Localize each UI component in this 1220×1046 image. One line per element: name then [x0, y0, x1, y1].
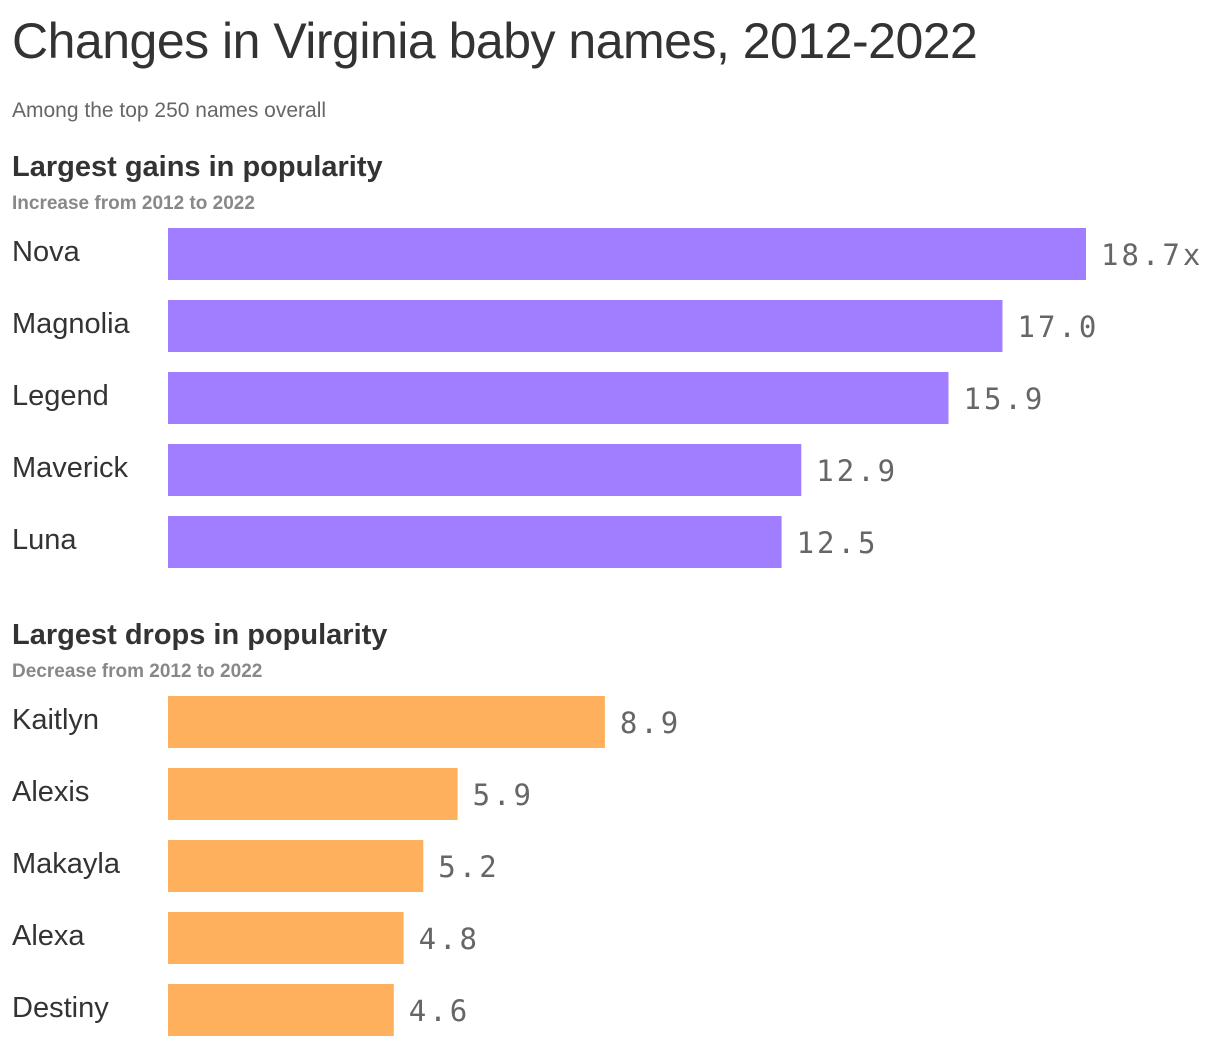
drops-category-label: Alexa: [12, 920, 85, 952]
gains-value-label: 18.7x: [1101, 238, 1203, 272]
gains-value-label: 15.9: [964, 382, 1046, 416]
drops-category-label: Alexis: [12, 776, 89, 808]
drops-category-label: Destiny: [12, 992, 109, 1024]
gains-bar: [168, 444, 802, 496]
gains-section-subtitle: Increase from 2012 to 2022: [12, 193, 255, 214]
gains-category-label: Legend: [12, 380, 109, 412]
gains-category-label: Nova: [12, 236, 81, 268]
gains-category-label: Magnolia: [12, 308, 131, 340]
drops-category-label: Kaitlyn: [12, 704, 99, 736]
gains-category-label: Maverick: [12, 452, 129, 484]
drops-bar: [168, 768, 458, 820]
drops-bar: [168, 912, 404, 964]
drops-value-label: 5.2: [438, 850, 499, 884]
gains-section-title: Largest gains in popularity: [12, 151, 383, 183]
drops-bar: [168, 696, 605, 748]
drops-bar: [168, 840, 424, 892]
drops-section-subtitle: Decrease from 2012 to 2022: [12, 661, 262, 682]
drops-bar: [168, 984, 394, 1036]
drops-category-label: Makayla: [12, 848, 121, 880]
drops-value-label: 5.9: [473, 778, 534, 812]
gains-category-label: Luna: [12, 524, 77, 556]
drops-value-label: 8.9: [620, 706, 681, 740]
gains-value-label: 17.0: [1018, 310, 1100, 344]
gains-bar: [168, 372, 949, 424]
drops-value-label: 4.8: [419, 922, 480, 956]
gains-bar: [168, 516, 782, 568]
drops-value-label: 4.6: [409, 994, 470, 1028]
gains-value-label: 12.5: [797, 526, 879, 560]
drops-section-title: Largest drops in popularity: [12, 619, 387, 651]
gains-value-label: 12.9: [816, 454, 898, 488]
chart-subtitle: Among the top 250 names overall: [12, 99, 327, 122]
gains-bar: [168, 228, 1086, 280]
chart-title: Changes in Virginia baby names, 2012-202…: [12, 13, 978, 69]
gains-bar: [168, 300, 1003, 352]
